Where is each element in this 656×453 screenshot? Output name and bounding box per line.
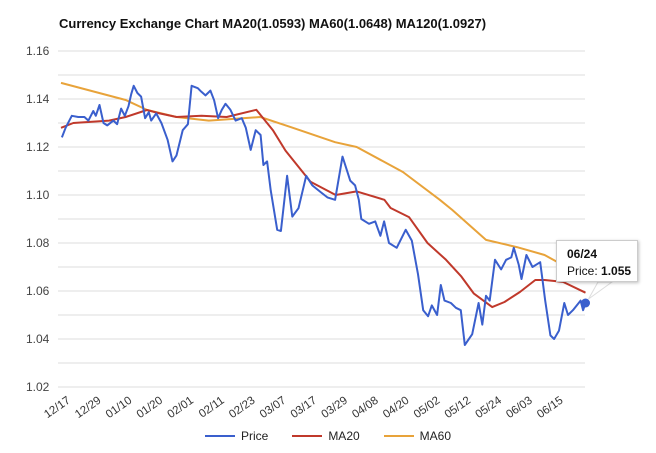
legend-item-ma20[interactable]: MA20 bbox=[292, 429, 360, 443]
legend-label-ma20: MA20 bbox=[328, 429, 360, 443]
legend-swatch-price bbox=[204, 435, 235, 437]
x-tick-label: 02/01 bbox=[165, 395, 195, 421]
x-tick-label: 03/07 bbox=[258, 395, 288, 421]
x-tick-label: 02/11 bbox=[197, 395, 227, 421]
y-tick-label: 1.08 bbox=[26, 236, 50, 250]
x-tick-label: 12/29 bbox=[73, 395, 103, 421]
y-tick-label: 1.14 bbox=[26, 92, 50, 106]
chart-title: Currency Exchange Chart MA20(1.0593) MA6… bbox=[59, 16, 487, 31]
x-tick-label: 05/24 bbox=[473, 394, 504, 421]
legend-swatch-ma60 bbox=[383, 435, 414, 437]
legend: Price MA20 MA60 bbox=[0, 429, 656, 443]
tooltip-label: Price: bbox=[567, 264, 598, 278]
y-tick-label: 1.16 bbox=[26, 44, 50, 58]
x-tick-label: 06/03 bbox=[504, 395, 534, 421]
legend-item-price[interactable]: Price bbox=[204, 429, 269, 443]
series-line-price bbox=[60, 84, 587, 346]
x-tick-label: 01/10 bbox=[104, 395, 134, 421]
x-tick-label: 06/15 bbox=[535, 395, 565, 421]
x-tick-label: 04/20 bbox=[381, 395, 411, 421]
series-line-ma20 bbox=[60, 108, 586, 309]
tooltip: 06/24 Price: 1.055 bbox=[556, 240, 638, 282]
series-line-ma60 bbox=[60, 81, 586, 273]
x-tick-label: 12/17 bbox=[42, 395, 72, 421]
x-tick-label: 05/02 bbox=[412, 395, 442, 421]
legend-swatch-ma20 bbox=[292, 435, 323, 437]
legend-item-ma60[interactable]: MA60 bbox=[383, 429, 452, 443]
legend-label-ma60: MA60 bbox=[419, 429, 452, 443]
y-tick-label: 1.02 bbox=[26, 380, 50, 394]
x-tick-label: 05/12 bbox=[443, 395, 473, 421]
x-tick-label: 03/17 bbox=[289, 395, 319, 421]
highlight-point bbox=[581, 298, 591, 308]
x-tick-label: 01/20 bbox=[135, 395, 165, 421]
tooltip-date: 06/24 bbox=[567, 247, 598, 261]
y-tick-label: 1.04 bbox=[26, 332, 50, 346]
x-tick-label: 02/23 bbox=[227, 395, 257, 421]
tooltip-value: 1.055 bbox=[601, 264, 632, 278]
y-tick-label: 1.06 bbox=[26, 284, 50, 298]
tooltip-pointer bbox=[588, 281, 614, 300]
legend-label-price: Price bbox=[240, 429, 269, 443]
x-tick-label: 03/29 bbox=[319, 395, 349, 421]
x-tick-label: 04/08 bbox=[350, 395, 380, 421]
y-tick-label: 1.12 bbox=[26, 140, 50, 154]
y-tick-label: 1.10 bbox=[26, 188, 50, 202]
